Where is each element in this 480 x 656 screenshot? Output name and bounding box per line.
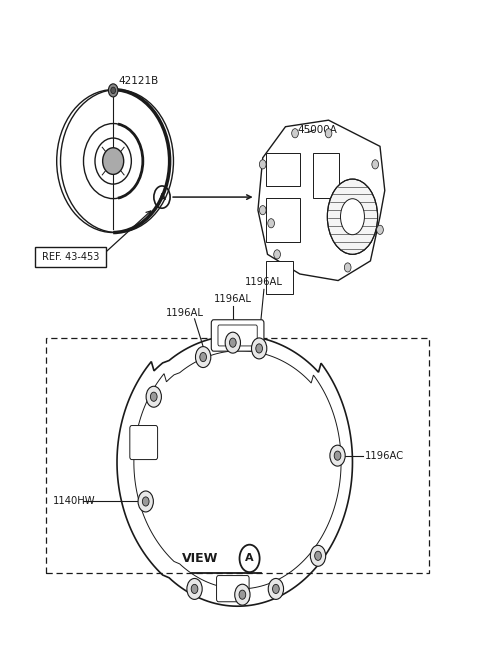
Circle shape: [377, 225, 384, 234]
Circle shape: [225, 332, 240, 353]
Circle shape: [195, 346, 211, 367]
Text: A: A: [245, 554, 254, 564]
Ellipse shape: [327, 179, 378, 255]
Circle shape: [187, 579, 202, 600]
Ellipse shape: [103, 148, 124, 174]
Circle shape: [191, 584, 198, 594]
Circle shape: [273, 584, 279, 594]
Circle shape: [268, 218, 275, 228]
Circle shape: [274, 250, 280, 259]
Text: 1196AL: 1196AL: [214, 294, 252, 304]
Circle shape: [344, 263, 351, 272]
Text: 1196AL: 1196AL: [166, 308, 204, 318]
Circle shape: [143, 497, 149, 506]
Circle shape: [252, 338, 267, 359]
Text: 1196AC: 1196AC: [364, 451, 404, 461]
Ellipse shape: [340, 199, 364, 235]
Circle shape: [268, 579, 284, 600]
Circle shape: [108, 84, 118, 97]
Text: 42121B: 42121B: [119, 75, 159, 85]
Circle shape: [334, 451, 341, 461]
FancyBboxPatch shape: [35, 247, 106, 267]
Circle shape: [200, 352, 206, 361]
Circle shape: [111, 87, 116, 94]
Circle shape: [372, 160, 379, 169]
Circle shape: [315, 551, 322, 560]
Circle shape: [325, 129, 332, 138]
Text: VIEW: VIEW: [182, 552, 218, 565]
FancyBboxPatch shape: [216, 575, 249, 602]
Text: 45000A: 45000A: [298, 125, 337, 134]
FancyBboxPatch shape: [266, 153, 300, 186]
Text: 1196AL: 1196AL: [245, 277, 283, 287]
Text: A: A: [158, 193, 166, 201]
FancyBboxPatch shape: [46, 338, 429, 573]
Text: 1140HW: 1140HW: [53, 497, 96, 506]
Circle shape: [235, 584, 250, 605]
Circle shape: [256, 344, 263, 353]
Circle shape: [311, 545, 325, 566]
Circle shape: [330, 445, 345, 466]
FancyBboxPatch shape: [211, 319, 264, 351]
Circle shape: [259, 205, 266, 215]
Circle shape: [138, 491, 154, 512]
Circle shape: [259, 160, 266, 169]
Circle shape: [292, 129, 299, 138]
Circle shape: [229, 338, 236, 347]
FancyBboxPatch shape: [130, 426, 157, 460]
Circle shape: [239, 590, 246, 600]
FancyBboxPatch shape: [266, 198, 300, 241]
Circle shape: [146, 386, 161, 407]
FancyBboxPatch shape: [313, 154, 339, 198]
FancyBboxPatch shape: [218, 325, 257, 346]
Text: REF. 43-453: REF. 43-453: [42, 253, 99, 262]
FancyBboxPatch shape: [266, 260, 293, 294]
Circle shape: [150, 392, 157, 401]
